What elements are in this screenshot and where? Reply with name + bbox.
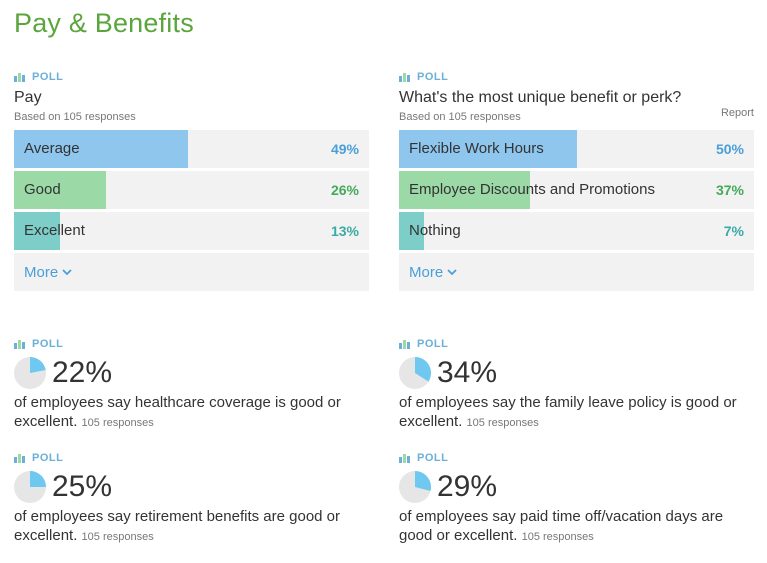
poll-card-unique-benefit: POLL What's the most unique benefit or p… <box>399 70 754 291</box>
stat-paid-time-off: POLL 29% of employees say paid time off/… <box>399 451 754 547</box>
poll-tag: POLL <box>14 337 369 351</box>
chevron-down-icon <box>62 268 72 275</box>
stat-retirement: POLL 25% of employees say retirement ben… <box>14 451 369 547</box>
poll-option-average[interactable]: Average 49% <box>14 130 369 168</box>
poll-tag-label: POLL <box>417 71 449 83</box>
stat-description: of employees say retirement benefits are… <box>14 507 369 547</box>
poll-tag: POLL <box>399 337 754 351</box>
poll-option-label: Employee Discounts and Promotions <box>409 181 655 198</box>
bar-chart-icon <box>399 73 410 82</box>
poll-options: Flexible Work Hours 50% Employee Discoun… <box>399 130 754 291</box>
poll-tag: POLL <box>399 451 754 465</box>
stat-text: of employees say healthcare coverage is … <box>14 394 341 430</box>
bar-chart-icon <box>14 454 25 463</box>
poll-options: Average 49% Good 26% Excellent 13% More <box>14 130 369 291</box>
poll-tag: POLL <box>14 70 369 84</box>
stat-responses: 105 responses <box>81 417 154 429</box>
stat-description: of employees say paid time off/vacation … <box>399 507 754 547</box>
poll-option-flexible-hours[interactable]: Flexible Work Hours 50% <box>399 130 754 168</box>
poll-tag-label: POLL <box>32 71 64 83</box>
poll-option-percent: 13% <box>330 223 359 239</box>
more-label: More <box>409 263 444 281</box>
more-button[interactable]: More <box>14 253 369 291</box>
stat-description: of employees say the family leave policy… <box>399 393 754 433</box>
poll-meta: Based on 105 responses <box>14 110 369 124</box>
poll-option-fill <box>14 171 107 209</box>
poll-option-employee-discounts[interactable]: Employee Discounts and Promotions 37% <box>399 171 754 209</box>
stat-responses: 105 responses <box>521 531 594 543</box>
stat-text: of employees say the family leave policy… <box>399 394 737 430</box>
pie-slice <box>30 357 46 373</box>
stat-percent: 34% <box>437 356 498 389</box>
stat-text: of employees say retirement benefits are… <box>14 508 341 544</box>
poll-option-fill <box>14 212 61 250</box>
poll-tag: POLL <box>14 451 369 465</box>
pie-chart-icon <box>14 357 46 389</box>
poll-option-label: Excellent <box>24 222 85 239</box>
poll-option-percent: 49% <box>330 141 359 157</box>
poll-tag: POLL <box>399 70 754 84</box>
chevron-down-icon <box>447 268 457 275</box>
stat-percent: 29% <box>437 470 498 503</box>
poll-option-excellent[interactable]: Excellent 13% <box>14 212 369 250</box>
stat-text: of employees say paid time off/vacation … <box>399 508 724 544</box>
pie-chart-icon <box>14 471 46 503</box>
bar-chart-icon <box>399 454 410 463</box>
poll-option-label: Good <box>24 181 61 198</box>
poll-tag-label: POLL <box>32 452 64 464</box>
poll-option-percent: 37% <box>715 182 744 198</box>
poll-responses: Based on 105 responses <box>14 111 136 123</box>
poll-option-fill <box>14 130 188 168</box>
poll-option-label: Average <box>24 140 80 157</box>
stat-responses: 105 responses <box>466 417 539 429</box>
pie-chart-icon <box>399 471 431 503</box>
pie-chart-icon <box>399 357 431 389</box>
stat-percent: 25% <box>52 470 113 503</box>
poll-option-nothing[interactable]: Nothing 7% <box>399 212 754 250</box>
pie-slice <box>30 471 46 487</box>
bar-chart-icon <box>14 340 25 349</box>
stat-percent: 22% <box>52 356 113 389</box>
poll-option-label: Nothing <box>409 222 461 239</box>
bar-chart-icon <box>14 73 25 82</box>
stat-description: of employees say healthcare coverage is … <box>14 393 369 433</box>
poll-responses: Based on 105 responses <box>399 111 521 123</box>
poll-meta: Based on 105 responses Report <box>399 107 754 124</box>
more-label: More <box>24 263 59 281</box>
poll-card-pay: POLL Pay Based on 105 responses Average … <box>14 70 369 291</box>
poll-option-fill <box>399 130 577 168</box>
bar-chart-icon <box>399 340 410 349</box>
pie-slice <box>415 357 431 382</box>
stat-family-leave: POLL 34% of employees say the family lea… <box>399 337 754 433</box>
poll-option-good[interactable]: Good 26% <box>14 171 369 209</box>
poll-option-percent: 7% <box>723 223 744 239</box>
stat-healthcare: POLL 22% of employees say healthcare cov… <box>14 337 369 433</box>
report-link[interactable]: Report <box>720 107 754 119</box>
poll-option-fill <box>399 212 424 250</box>
poll-question: Pay <box>14 89 42 106</box>
poll-option-label: Flexible Work Hours <box>409 140 544 157</box>
poll-tag-label: POLL <box>417 452 449 464</box>
poll-option-percent: 50% <box>715 141 744 157</box>
poll-question: What's the most unique benefit or perk? <box>399 89 682 106</box>
poll-option-percent: 26% <box>330 182 359 198</box>
more-button[interactable]: More <box>399 253 754 291</box>
pie-slice <box>415 471 431 491</box>
poll-option-fill <box>399 171 531 209</box>
poll-tag-label: POLL <box>417 338 449 350</box>
poll-tag-label: POLL <box>32 338 64 350</box>
page-title: Pay & Benefits <box>14 8 194 38</box>
stat-responses: 105 responses <box>81 531 154 543</box>
